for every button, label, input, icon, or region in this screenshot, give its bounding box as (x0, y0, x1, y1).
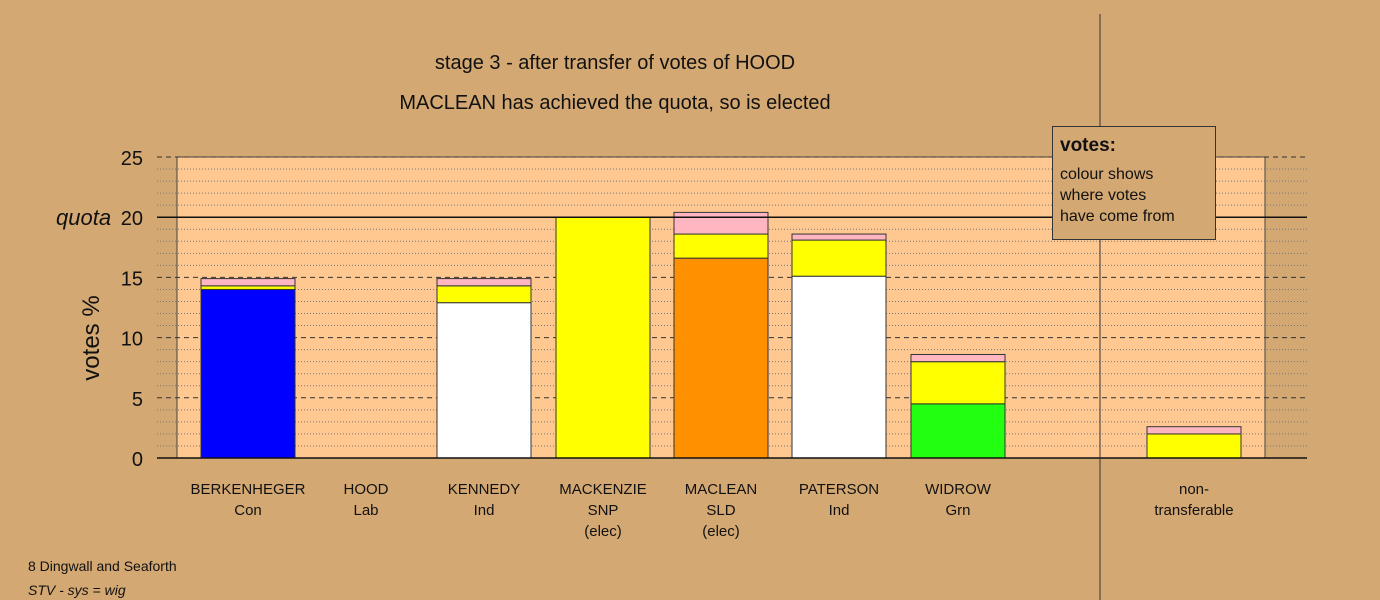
bar-segment (200, 288, 296, 459)
legend-box: votes: colour shows where votes have com… (1052, 126, 1216, 240)
legend-line-1: colour shows (1060, 166, 1154, 183)
quota-label: quota (56, 205, 111, 230)
category-label: non- (1179, 481, 1209, 498)
bar-segment (1146, 426, 1242, 435)
chart-title: stage 3 - after transfer of votes of HOO… (434, 52, 796, 74)
category-label: SLD (706, 502, 735, 519)
category-label: HOOD (344, 481, 389, 498)
y-tick-label: 25 (121, 148, 143, 170)
y-tick-label: 10 (121, 329, 143, 351)
bar-segment (791, 233, 887, 241)
legend-line-2: where votes (1060, 187, 1147, 204)
bar-segment (910, 361, 1006, 405)
y-tick-label: 20 (121, 208, 143, 230)
category-label: MACKENZIE (559, 481, 647, 498)
bar-segment (436, 285, 532, 304)
category-label: PATERSON (799, 481, 879, 498)
bar-segment (673, 211, 769, 235)
category-label: transferable (1154, 502, 1233, 519)
bar-segment (791, 239, 887, 277)
y-tick-label: 0 (132, 449, 143, 471)
bar-segment (555, 216, 651, 459)
y-tick-label: 15 (121, 268, 143, 290)
y-axis-label: votes % (78, 295, 105, 380)
category-label: BERKENHEGER (190, 481, 305, 498)
bar-segment (200, 285, 296, 290)
category-label: MACLEAN (685, 481, 758, 498)
category-label: KENNEDY (448, 481, 521, 498)
category-label: Lab (353, 502, 378, 519)
category-label: SNP (588, 502, 619, 519)
legend-line-3: have come from (1060, 208, 1175, 225)
category-label: (elec) (702, 523, 740, 540)
bar-segment (436, 302, 532, 459)
bar-segment (910, 353, 1006, 363)
category-label: WIDROW (925, 481, 992, 498)
bar-segment (200, 278, 296, 287)
chart-subtitle: MACLEAN has achieved the quota, so is el… (399, 92, 831, 114)
bar-segment (1146, 433, 1242, 459)
legend-title: votes: (1060, 135, 1116, 156)
category-label: Grn (945, 502, 970, 519)
system-label: STV - sys = wig (28, 582, 126, 598)
bar-segment (910, 403, 1006, 459)
constituency-label: 8 Dingwall and Seaforth (28, 558, 177, 574)
y-tick-label: 5 (132, 389, 143, 411)
category-label: (elec) (584, 523, 622, 540)
category-label: Ind (474, 502, 495, 519)
bar-segment (791, 275, 887, 459)
bar-segment (673, 257, 769, 459)
bar-segment (436, 278, 532, 287)
category-label: Ind (829, 502, 850, 519)
category-label: Con (234, 502, 262, 519)
bar-segment (673, 233, 769, 259)
